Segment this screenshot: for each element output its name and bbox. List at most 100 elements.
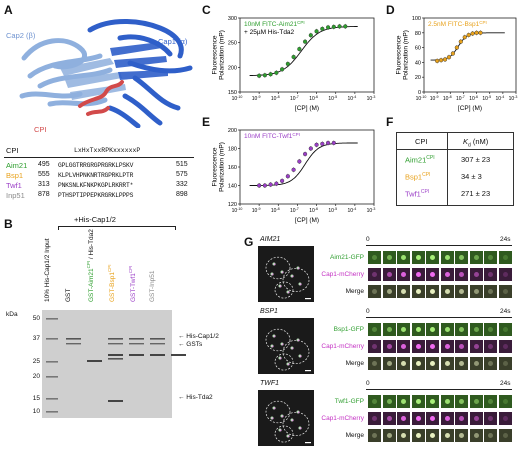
time-start: 0 — [366, 380, 370, 387]
chart-title: 2.5nM FITC-Bsp1CPI — [428, 20, 487, 28]
x-tick-label: 10-5 — [482, 95, 491, 102]
gel-lane-label: GST-Bsp1CPI — [107, 264, 117, 303]
kymo-frame — [426, 429, 439, 442]
data-point — [325, 25, 331, 30]
data-point — [450, 51, 456, 56]
data-point — [280, 178, 285, 183]
kymo-frame — [397, 285, 410, 298]
fit-curve — [249, 142, 358, 186]
time-axis — [366, 317, 512, 318]
x-tick-label: 10-7 — [290, 95, 299, 102]
x-tick-label: 10-7 — [290, 207, 299, 214]
x-tick-label: 10-3 — [367, 95, 376, 102]
data-point — [291, 167, 296, 172]
data-point — [470, 31, 475, 36]
data-point — [274, 70, 279, 75]
data-point — [291, 54, 296, 60]
kymo-frame — [469, 395, 483, 408]
alignment-protein-name: Twf1 — [6, 181, 22, 190]
y-axis-label: FluorescencePolarization (mP) — [396, 30, 410, 80]
scale-bar — [305, 370, 311, 372]
data-point — [446, 55, 452, 60]
ladder-band — [46, 411, 58, 413]
kymo-frame — [469, 340, 483, 353]
kymo-frame — [484, 395, 497, 408]
cell-outline — [265, 256, 291, 280]
data-point — [458, 39, 463, 44]
gel-band — [66, 338, 81, 340]
x-axis-label: [CP] (M) — [295, 105, 319, 112]
kymo-frame — [397, 357, 410, 370]
data-point — [442, 57, 448, 62]
gel-band — [129, 354, 144, 356]
panel-label-g: G — [244, 235, 254, 249]
y-axis-label: FluorescencePolarization (mP) — [212, 30, 226, 80]
x-tick-label: 10-6 — [469, 95, 478, 102]
kymo-frame — [469, 251, 483, 264]
x-tick-label: 10-10 — [232, 207, 243, 214]
alignment-start: 313 — [38, 181, 50, 188]
kymo-frame — [397, 323, 410, 336]
data-point — [297, 46, 302, 52]
sds-page-gel — [42, 310, 186, 418]
kymo-frame — [382, 251, 396, 264]
x-axis-label: [CP] (M) — [295, 217, 319, 224]
cpi-label: CPI — [34, 125, 47, 134]
x-tick-label: 10-10 — [416, 95, 427, 102]
kymo-frame — [397, 340, 410, 353]
channel-label: Merge — [345, 432, 364, 439]
time-end: 24s — [500, 380, 511, 387]
data-point — [462, 35, 467, 40]
time-start: 0 — [366, 236, 370, 243]
kymo-frame — [469, 429, 483, 442]
gel-lane-label: 10% His-Cap1/2 Input — [44, 238, 51, 302]
ladder-band — [46, 361, 58, 363]
kymo-frame — [368, 268, 381, 281]
y-tick-label: 40 — [415, 60, 421, 66]
kymo-frame — [469, 357, 483, 370]
kymo-frame — [498, 429, 512, 442]
kymo-frame — [455, 429, 468, 442]
y-axis-label: FluorescencePolarization (mP) — [212, 142, 226, 192]
alignment-start: 495 — [38, 161, 50, 168]
data-point — [325, 140, 331, 146]
fit-curve — [430, 32, 505, 61]
x-tick-label: 10-10 — [232, 95, 243, 102]
data-point — [454, 45, 459, 50]
scale-bar — [305, 298, 311, 300]
y-tick-label: 300 — [228, 16, 237, 22]
cell-outline — [274, 425, 294, 443]
cell-outline — [274, 353, 294, 371]
cpi-peptide — [78, 80, 124, 116]
gel-band — [171, 354, 186, 356]
gel-band — [66, 343, 81, 345]
channel-label: Merge — [345, 360, 364, 367]
chart-title: 10nM FITC-Twf1CPI — [244, 132, 300, 140]
x-tick-label: 10-5 — [328, 207, 337, 214]
x-tick-label: 10-8 — [271, 95, 280, 102]
alignment-header: CPI — [6, 146, 19, 155]
x-tick-label: 10-3 — [367, 207, 376, 214]
gel-marker-value: 25 — [32, 358, 40, 365]
kymo-frame — [455, 395, 468, 408]
data-point — [297, 159, 302, 164]
kymo-frame — [426, 251, 439, 264]
y-tick-label: 120 — [228, 202, 237, 208]
time-end: 24s — [500, 308, 511, 315]
kymo-frame — [484, 285, 497, 298]
kymo-frame — [426, 323, 439, 336]
chart-title: 10nM FITC-Aim21CPI — [244, 20, 305, 28]
time-axis — [366, 389, 512, 390]
kymo-frame — [382, 412, 396, 425]
channel-label: Cap1-mCherry — [321, 343, 364, 350]
panel-label-f: F — [386, 115, 394, 129]
cap2-label: Cap2 (β) — [6, 31, 36, 40]
kymo-frame — [455, 340, 468, 353]
kymo-frame — [426, 285, 439, 298]
data-point — [478, 30, 483, 35]
x-tick-label: 10-9 — [252, 207, 261, 214]
consensus-motif: LxHxTxxRPKxxxxxxP — [74, 147, 141, 154]
alignment-sequence: GPLGGTRRGRGPRGRKLPSKV — [58, 162, 134, 169]
x-tick-label: 10-9 — [252, 95, 261, 102]
plot-frame — [239, 129, 375, 205]
